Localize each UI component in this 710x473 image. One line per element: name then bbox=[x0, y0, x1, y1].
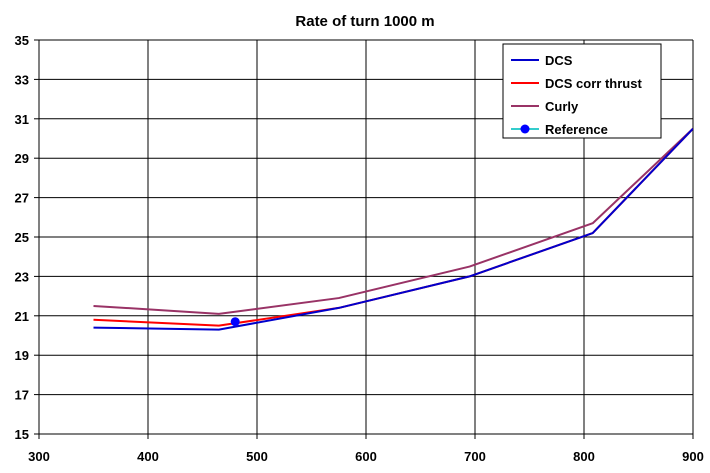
chart-title: Rate of turn 1000 m bbox=[295, 13, 434, 30]
y-tick-label: 29 bbox=[15, 151, 29, 166]
y-tick-label: 35 bbox=[15, 33, 29, 48]
series-group bbox=[93, 127, 693, 331]
y-tick-label: 33 bbox=[15, 72, 29, 87]
x-tick-label: 800 bbox=[573, 449, 595, 464]
y-tick-label: 31 bbox=[15, 112, 29, 127]
legend-label-dcs-corr-thrust: DCS corr thrust bbox=[545, 76, 642, 91]
y-tick-label: 25 bbox=[15, 230, 29, 245]
y-tick-label: 27 bbox=[15, 191, 29, 206]
legend-label-reference: Reference bbox=[545, 122, 608, 137]
x-tick-label: 500 bbox=[246, 449, 268, 464]
legend: DCS DCS corr thrust Curly Reference bbox=[502, 43, 662, 139]
series-line-dcs bbox=[93, 127, 693, 331]
y-tick-label: 21 bbox=[15, 309, 29, 324]
x-tick-label: 600 bbox=[355, 449, 377, 464]
legend-marker-reference bbox=[520, 124, 530, 134]
x-tick-label: 300 bbox=[28, 449, 50, 464]
data-point-reference bbox=[230, 317, 240, 327]
x-tick-label: 900 bbox=[682, 449, 704, 464]
axes: 15 17 19 21 23 25 27 29 31 33 35 300 400 500 600 700 800… bbox=[15, 33, 704, 464]
legend-label-curly: Curly bbox=[545, 99, 579, 114]
legend-label-dcs: DCS bbox=[545, 53, 573, 68]
y-tick-label: 19 bbox=[15, 348, 29, 363]
y-tick-label: 15 bbox=[15, 427, 29, 442]
series-line-curly bbox=[93, 127, 693, 315]
y-tick-label: 17 bbox=[15, 388, 29, 403]
y-tick-label: 23 bbox=[15, 269, 29, 284]
x-tick-label: 400 bbox=[137, 449, 159, 464]
x-tick-label: 700 bbox=[464, 449, 486, 464]
